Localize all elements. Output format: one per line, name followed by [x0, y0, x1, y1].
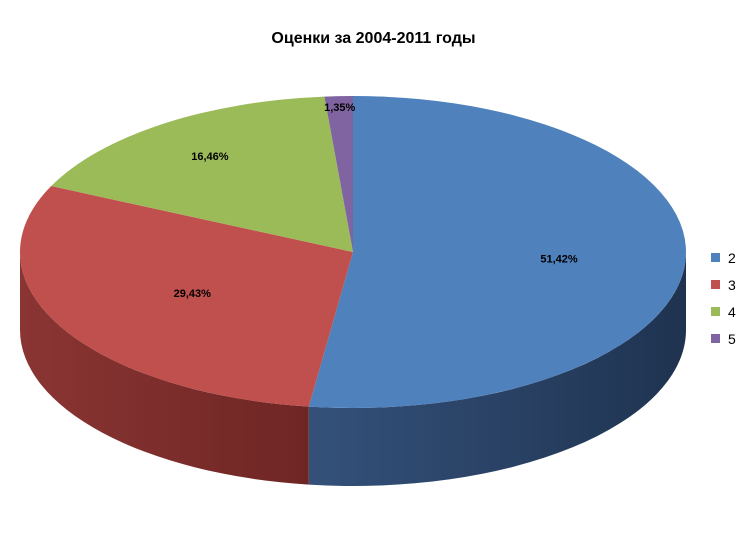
data-label-4: 16,46% [191, 151, 229, 163]
chart-title: Оценки за 2004-2011 годы [271, 30, 476, 47]
legend-label-5: 5 [728, 330, 736, 347]
legend-label-3: 3 [728, 276, 736, 293]
pie-top [20, 96, 686, 408]
legend-label-4: 4 [728, 303, 736, 320]
legend-item-4: 4 [711, 298, 736, 325]
legend: 2 3 4 5 [711, 244, 736, 352]
pie-slice-4 [51, 96, 354, 252]
data-label-2: 51,42% [540, 253, 578, 265]
legend-swatch-3 [711, 280, 720, 289]
legend-swatch-4 [711, 307, 720, 316]
legend-item-2: 2 [711, 244, 736, 271]
pie-slice-2-side [308, 252, 686, 486]
pie-sides [20, 252, 686, 486]
legend-item-5: 5 [711, 325, 736, 352]
legend-label-2: 2 [728, 249, 736, 266]
data-label-3: 29,43% [174, 288, 212, 300]
legend-swatch-5 [711, 334, 720, 343]
legend-swatch-2 [711, 253, 720, 262]
data-label-5: 1,35% [324, 102, 355, 114]
legend-item-3: 3 [711, 271, 736, 298]
pie-slice-2 [308, 96, 686, 408]
pie-slice-3-side [20, 252, 309, 485]
pie-slice-3 [20, 186, 354, 407]
pie-slice-5 [324, 96, 353, 252]
pie-labels: 51,42% 29,43% 16,46% 1,35% [174, 102, 578, 300]
